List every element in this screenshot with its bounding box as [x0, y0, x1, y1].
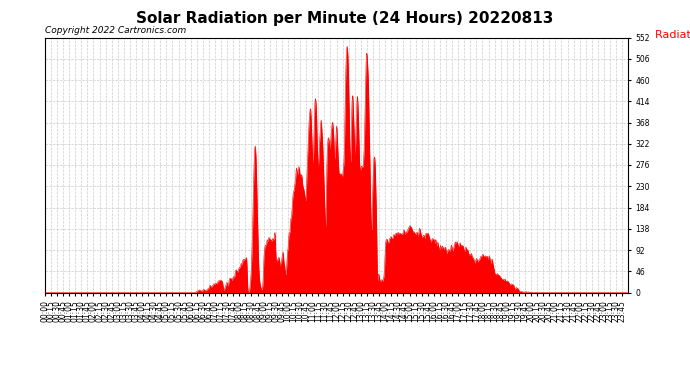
- Y-axis label: Radiation (W/m2): Radiation (W/m2): [655, 30, 690, 40]
- Text: Copyright 2022 Cartronics.com: Copyright 2022 Cartronics.com: [45, 26, 186, 35]
- Text: Solar Radiation per Minute (24 Hours) 20220813: Solar Radiation per Minute (24 Hours) 20…: [137, 11, 553, 26]
